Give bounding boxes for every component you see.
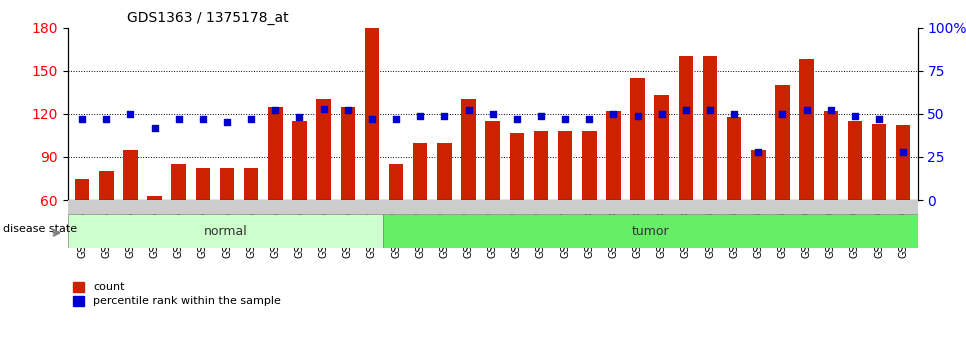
Bar (220, 168, 234, 286)
Point (799, 108, 814, 113)
Bar (823, 111, 838, 286)
Point (147, 125, 162, 130)
Point (557, 116, 573, 122)
Point (702, 108, 718, 113)
Bar (800, 59, 813, 286)
Bar (437, 142, 451, 286)
Bar (244, 168, 259, 286)
Point (412, 113, 428, 118)
Bar (172, 164, 185, 286)
Point (485, 111, 500, 117)
Point (243, 116, 259, 122)
Point (99, 116, 114, 122)
Point (74, 116, 90, 122)
Bar (75, 179, 89, 286)
Bar (727, 117, 742, 286)
Bar (678, 56, 694, 286)
Bar (341, 107, 355, 286)
Point (316, 106, 331, 111)
Bar (896, 125, 911, 286)
Point (630, 113, 645, 118)
Bar (316, 99, 330, 286)
Bar (99, 171, 114, 286)
Text: tumor: tumor (632, 225, 669, 238)
Point (509, 116, 525, 122)
Point (847, 113, 863, 118)
Point (895, 149, 911, 155)
Point (606, 111, 621, 117)
Bar (510, 132, 525, 286)
Bar (607, 111, 621, 286)
Bar (365, 28, 379, 286)
Bar (775, 85, 790, 286)
Bar (872, 124, 887, 286)
Point (171, 116, 186, 122)
Bar (533, 131, 549, 286)
Point (461, 108, 476, 113)
Bar (269, 107, 283, 286)
Point (123, 111, 138, 117)
Point (654, 111, 669, 117)
Bar (655, 95, 668, 286)
Point (388, 116, 404, 122)
Text: normal: normal (204, 225, 247, 238)
Bar (485, 121, 500, 286)
Bar (848, 121, 862, 286)
Point (726, 111, 742, 117)
Bar (630, 78, 645, 286)
Bar (582, 131, 597, 286)
Bar (557, 131, 572, 286)
Point (195, 116, 211, 122)
Bar (413, 142, 427, 286)
Point (533, 113, 549, 118)
Bar (147, 196, 162, 286)
Point (775, 111, 790, 117)
Point (340, 108, 355, 113)
Bar (703, 56, 717, 286)
Text: disease state: disease state (4, 225, 77, 234)
Point (751, 149, 766, 155)
Bar (195, 168, 211, 286)
Point (219, 120, 235, 125)
Text: GDS1363 / 1375178_at: GDS1363 / 1375178_at (128, 11, 289, 25)
Bar (388, 164, 404, 286)
FancyBboxPatch shape (68, 200, 918, 214)
Point (364, 116, 380, 122)
Legend: count, percentile rank within the sample: count, percentile rank within the sample (73, 282, 281, 306)
Bar (752, 150, 765, 286)
Bar (124, 150, 138, 286)
Bar (462, 99, 476, 286)
Point (437, 113, 452, 118)
FancyBboxPatch shape (68, 214, 384, 248)
Point (292, 115, 307, 120)
Bar (292, 121, 307, 286)
FancyBboxPatch shape (384, 214, 918, 248)
Point (871, 116, 887, 122)
Point (823, 108, 838, 113)
Point (268, 108, 283, 113)
Point (582, 116, 597, 122)
Point (678, 108, 694, 113)
